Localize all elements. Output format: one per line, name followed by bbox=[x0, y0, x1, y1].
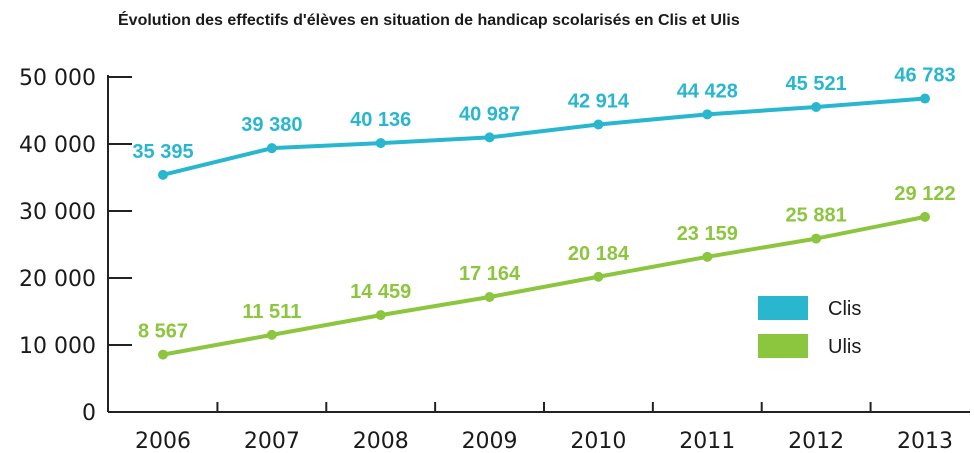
x-tick-label: 2010 bbox=[570, 429, 626, 453]
data-point-ulis bbox=[375, 310, 386, 321]
x-tick-label: 2006 bbox=[135, 429, 191, 453]
y-tick-label: 50 000 bbox=[19, 66, 96, 91]
data-point-clis bbox=[484, 132, 495, 143]
data-point-ulis bbox=[593, 271, 604, 282]
x-tick-label: 2012 bbox=[788, 429, 844, 453]
data-point-clis bbox=[266, 143, 277, 154]
y-tick-label: 20 000 bbox=[19, 267, 96, 292]
data-label-ulis: 20 184 bbox=[568, 243, 630, 265]
data-point-ulis bbox=[266, 329, 277, 340]
data-point-ulis bbox=[158, 349, 168, 360]
data-label-clis: 40 987 bbox=[459, 103, 520, 125]
data-point-clis bbox=[811, 102, 822, 113]
legend-swatch-clis bbox=[758, 296, 808, 320]
data-point-ulis bbox=[484, 292, 495, 303]
y-tick-label: 0 bbox=[82, 401, 96, 426]
legend-label-ulis: Ulis bbox=[828, 336, 861, 358]
x-tick-label: 2013 bbox=[897, 429, 953, 453]
legend-swatch-ulis bbox=[758, 334, 808, 358]
series-clis: 35 395 39 380 40 136 40 987 42 914 44 428 45 5… bbox=[132, 65, 956, 180]
data-point-clis bbox=[702, 109, 713, 120]
data-label-clis: 40 136 bbox=[350, 109, 411, 131]
data-label-ulis: 11 511 bbox=[242, 301, 301, 323]
data-point-ulis bbox=[702, 251, 713, 262]
series-ulis: 8 567 11 511 14 459 17 164 20 184 23 159 25 88… bbox=[138, 183, 956, 360]
y-tick-label: 10 000 bbox=[19, 334, 96, 359]
data-point-clis bbox=[920, 93, 930, 104]
data-label-clis: 46 783 bbox=[894, 65, 955, 87]
data-label-ulis: 29 122 bbox=[894, 183, 955, 205]
y-tick-label: 30 000 bbox=[19, 200, 96, 225]
legend-label-clis: Clis bbox=[828, 298, 861, 320]
data-label-clis: 39 380 bbox=[241, 114, 302, 136]
x-tick-label: 2007 bbox=[244, 429, 300, 453]
chart-title: Évolution des effectifs d'élèves en situ… bbox=[118, 12, 740, 29]
data-label-clis: 45 521 bbox=[786, 73, 847, 95]
y-tick-label: 40 000 bbox=[19, 133, 96, 158]
data-label-ulis: 25 881 bbox=[786, 205, 847, 227]
data-label-clis: 42 914 bbox=[568, 90, 630, 112]
x-tick-label: 2011 bbox=[679, 429, 735, 453]
data-label-ulis: 17 164 bbox=[459, 263, 521, 285]
series-line-clis bbox=[161, 96, 927, 177]
x-tick-label: 2009 bbox=[462, 429, 518, 453]
data-point-clis bbox=[593, 119, 604, 130]
data-label-ulis: 23 159 bbox=[677, 223, 738, 245]
series-layer: 35 395 39 380 40 136 40 987 42 914 44 428 45 5… bbox=[132, 65, 956, 360]
data-point-clis bbox=[158, 169, 168, 180]
x-tick-label: 2008 bbox=[353, 429, 409, 453]
axes: 0 10 000 20 000 30 000 40 000 50 000 2006 2007 2… bbox=[19, 66, 970, 453]
data-label-ulis: 14 459 bbox=[350, 281, 411, 303]
series-line-ulis bbox=[161, 214, 927, 357]
data-point-ulis bbox=[811, 233, 822, 244]
data-label-ulis: 8 567 bbox=[138, 321, 188, 343]
data-label-clis: 35 395 bbox=[132, 141, 193, 163]
legend: Clis Ulis bbox=[758, 296, 861, 358]
data-point-clis bbox=[375, 138, 386, 149]
data-label-clis: 44 428 bbox=[677, 80, 738, 102]
data-point-ulis bbox=[920, 211, 930, 222]
